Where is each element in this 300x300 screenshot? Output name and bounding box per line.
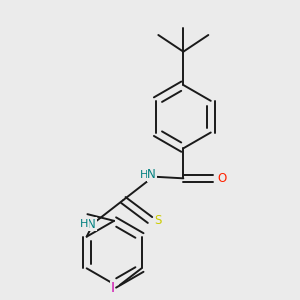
Text: S: S <box>154 214 162 226</box>
Text: I: I <box>110 281 115 295</box>
Text: N: N <box>147 169 156 182</box>
Text: N: N <box>87 218 96 231</box>
Text: H: H <box>80 219 88 229</box>
Text: H: H <box>140 170 148 180</box>
Text: O: O <box>217 172 226 185</box>
